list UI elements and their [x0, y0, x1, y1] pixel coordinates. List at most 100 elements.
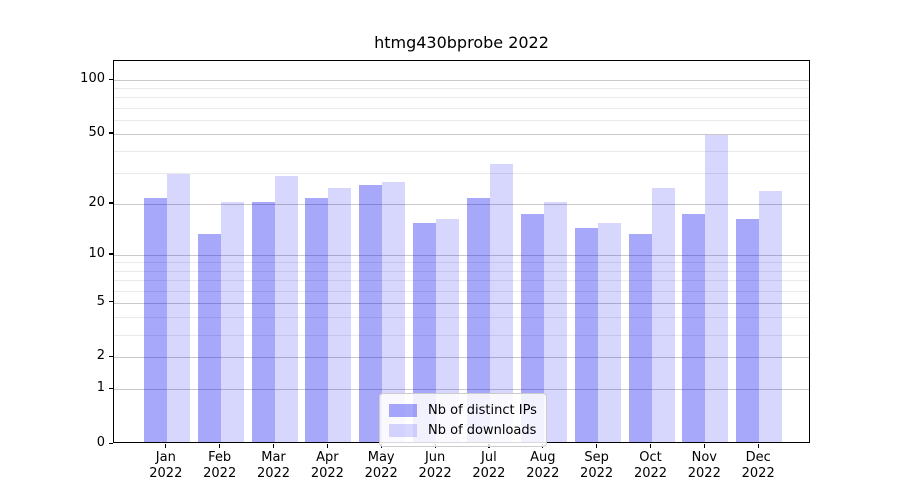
legend-row-distinct-ips: Nb of distinct IPs [389, 400, 537, 420]
x-tick-month: Mar [261, 450, 286, 465]
minor-gridline [114, 107, 809, 109]
y-tick-label: 0 [96, 435, 105, 450]
x-tick-month: Sep [584, 450, 609, 465]
chart-title: htmg430bprobe 2022 [374, 33, 549, 52]
bar-sep-downloads [597, 223, 621, 442]
bar-mar-downloads [274, 176, 298, 442]
x-tick-year: 2022 [633, 466, 668, 481]
x-tick-label: Feb 2022 [190, 450, 250, 482]
bar-oct-ips [628, 233, 652, 442]
x-tick-mark [273, 444, 275, 448]
x-tick-month: Jul [481, 450, 497, 465]
x-tick-month: Dec [745, 450, 771, 465]
x-tick-mark [326, 444, 329, 448]
major-gridline [114, 357, 809, 359]
y-tick-label: 10 [88, 245, 105, 261]
legend-row-downloads: Nb of downloads [389, 420, 537, 440]
x-tick-year: 2022 [149, 466, 183, 481]
x-tick-month: May [367, 450, 395, 465]
minor-gridline [114, 270, 809, 272]
bar-jan-ips [143, 198, 167, 442]
bar-mar-ips [251, 201, 275, 442]
y-tick-label: 5 [96, 293, 105, 309]
major-gridline [114, 389, 809, 391]
x-tick-label: Aug 2022 [513, 450, 573, 482]
y-tick-mark [109, 387, 113, 389]
x-tick-month: Oct [639, 450, 662, 465]
bar-aug-ips [520, 214, 544, 442]
minor-gridline [114, 173, 809, 175]
x-tick-year: 2022 [687, 466, 721, 481]
bar-jun-ips [413, 223, 437, 442]
x-tick-mark [596, 444, 598, 448]
minor-gridline [114, 290, 809, 292]
minor-gridline [114, 88, 809, 90]
minor-gridline [114, 334, 809, 336]
x-tick-label: Oct 2022 [621, 450, 681, 482]
major-gridline [114, 133, 809, 135]
x-tick-year: 2022 [310, 466, 344, 481]
x-tick-label: Nov 2022 [674, 450, 734, 482]
legend-label-downloads: Nb of downloads [428, 422, 537, 438]
minor-gridline [114, 280, 809, 281]
y-tick-mark [109, 355, 113, 357]
downloads-swatch-icon [389, 423, 417, 437]
x-tick-month: Apr [316, 450, 339, 465]
major-gridline [114, 302, 809, 304]
x-tick-label: Sep 2022 [567, 450, 627, 482]
y-tick-label: 2 [96, 348, 105, 364]
x-tick-year: 2022 [580, 466, 614, 481]
bar-apr-downloads [328, 188, 352, 442]
distinct-ips-swatch-icon [389, 403, 417, 417]
x-tick-mark [165, 444, 167, 448]
bar-nov-downloads [705, 135, 729, 442]
bar-jul-downloads [489, 163, 513, 442]
x-tick-month: Nov [691, 450, 717, 465]
x-tick-year: 2022 [256, 466, 291, 481]
legend: Nb of distinct IPs Nb of downloads [379, 393, 547, 447]
plot-area: Nb of distinct IPs Nb of downloads [113, 60, 810, 447]
bar-jun-downloads [436, 218, 460, 442]
bar-feb-downloads [220, 201, 244, 442]
major-gridline [114, 203, 809, 205]
x-tick-year: 2022 [741, 466, 775, 481]
x-tick-year: 2022 [418, 466, 452, 481]
x-tick-year: 2022 [472, 466, 506, 481]
x-tick-label: Jan 2022 [136, 450, 196, 482]
x-tick-mark [757, 444, 759, 448]
x-tick-month: Aug [530, 450, 556, 465]
bar-oct-downloads [651, 188, 675, 442]
x-tick-year: 2022 [203, 466, 237, 481]
y-tick-label: 20 [88, 194, 105, 210]
bar-sep-ips [574, 228, 598, 442]
minor-gridline [114, 119, 809, 121]
y-tick-label: 100 [80, 71, 105, 86]
bar-apr-ips [305, 198, 329, 442]
bar-may-downloads [382, 182, 406, 442]
y-tick-mark [109, 132, 113, 134]
minor-gridline [114, 317, 809, 319]
x-tick-label: Apr 2022 [297, 450, 357, 482]
x-tick-month: Feb [208, 450, 232, 465]
x-tick-mark [219, 444, 221, 448]
major-gridline [114, 254, 809, 256]
y-tick-label: 50 [88, 124, 105, 140]
x-tick-label: Mar 2022 [244, 450, 304, 482]
x-tick-mark [650, 444, 652, 448]
y-tick-mark [109, 78, 113, 80]
x-tick-label: Jun 2022 [405, 450, 465, 482]
x-tick-label: Dec 2022 [728, 450, 788, 482]
legend-label-distinct-ips: Nb of distinct IPs [428, 402, 537, 418]
minor-gridline [114, 97, 809, 99]
x-tick-month: Jun [424, 450, 446, 465]
bar-aug-downloads [543, 201, 567, 442]
minor-gridline [114, 262, 809, 264]
x-tick-label: Jul 2022 [459, 450, 519, 482]
x-tick-month: Jan [155, 450, 176, 465]
minor-gridline [114, 151, 809, 153]
x-tick-year: 2022 [364, 466, 398, 481]
bar-dec-downloads [759, 191, 783, 442]
x-tick-year: 2022 [526, 466, 560, 481]
bar-may-ips [359, 185, 383, 442]
